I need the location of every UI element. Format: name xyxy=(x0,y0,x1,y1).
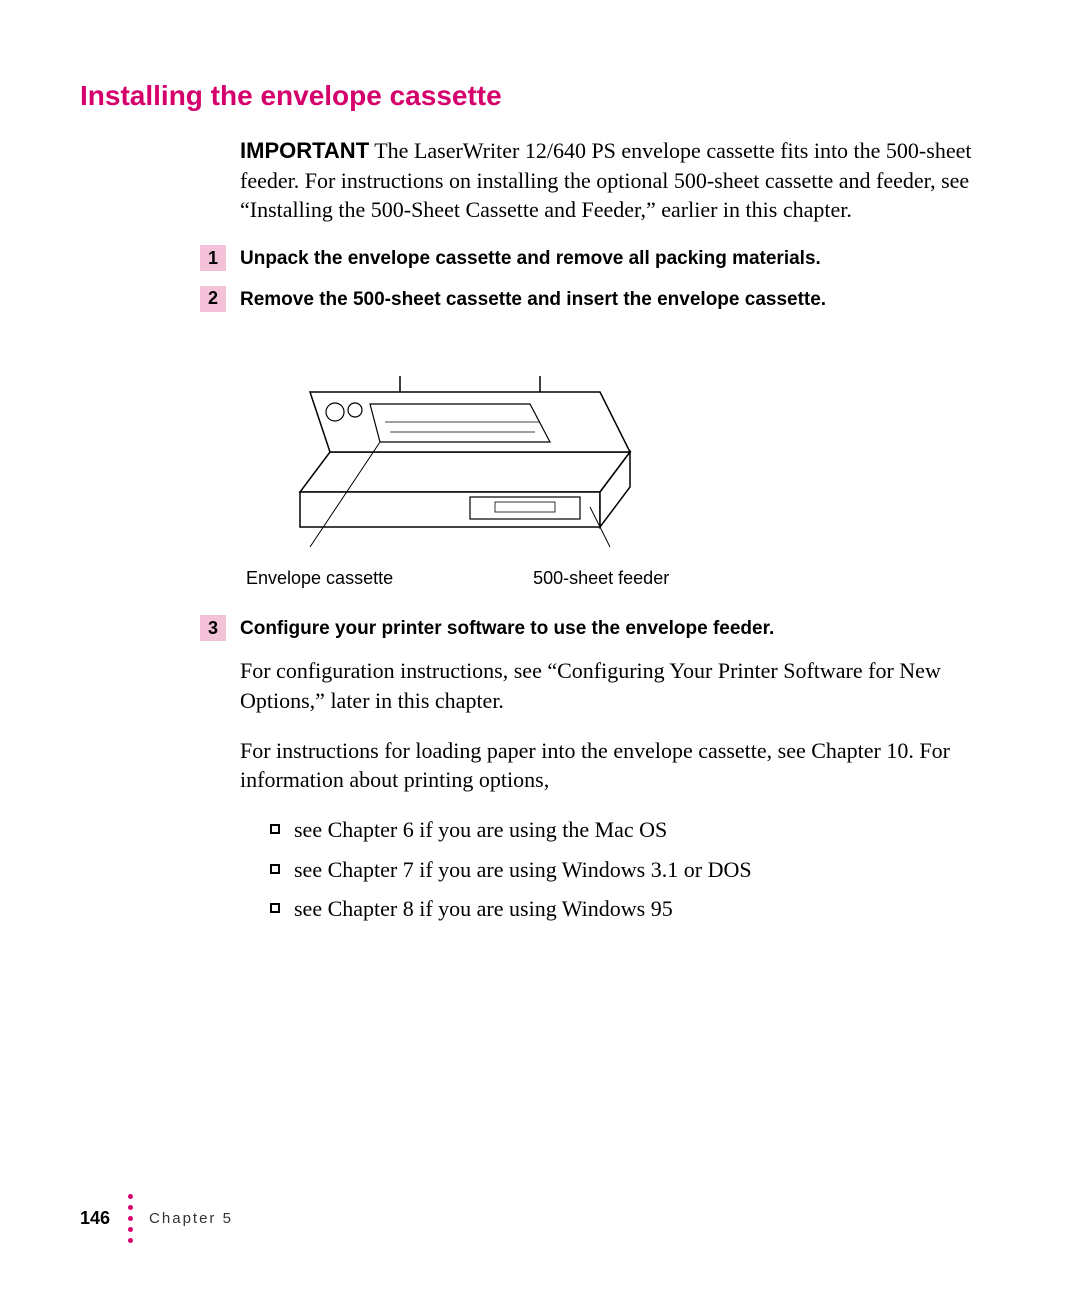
bullet-text: see Chapter 8 if you are using Windows 9… xyxy=(294,894,673,924)
footer-dots-icon xyxy=(128,1191,133,1246)
important-label: IMPORTANT xyxy=(240,138,369,163)
step-number: 2 xyxy=(208,288,218,309)
step-number: 1 xyxy=(208,248,218,269)
step-number-box: 3 xyxy=(200,615,226,641)
figure-label-right: 500-sheet feeder xyxy=(533,568,669,589)
step-row-3: 3 Configure your printer software to use… xyxy=(200,615,1000,642)
figure-envelope-cassette: Envelope cassette 500-sheet feeder xyxy=(240,332,1000,589)
step-number-box: 2 xyxy=(200,286,226,312)
page-footer: 146 Chapter 5 xyxy=(80,1191,233,1246)
step-row-2: 2 Remove the 500-sheet cassette and inse… xyxy=(200,286,1000,313)
intro-paragraph: IMPORTANT The LaserWriter 12/640 PS enve… xyxy=(240,136,1000,225)
step-number: 3 xyxy=(208,618,218,639)
step-text: Remove the 500-sheet cassette and insert… xyxy=(240,286,826,313)
list-item: see Chapter 6 if you are using the Mac O… xyxy=(270,815,1000,845)
bullet-text: see Chapter 6 if you are using the Mac O… xyxy=(294,815,667,845)
chapter-label: Chapter 5 xyxy=(149,1210,233,1227)
figure-labels-row: Envelope cassette 500-sheet feeder xyxy=(246,568,1000,589)
list-item: see Chapter 8 if you are using Windows 9… xyxy=(270,894,1000,924)
page-number: 146 xyxy=(80,1208,110,1229)
section-heading: Installing the envelope cassette xyxy=(80,80,1000,112)
figure-label-left: Envelope cassette xyxy=(246,568,393,589)
step-row-1: 1 Unpack the envelope cassette and remov… xyxy=(200,245,1000,272)
post-step3-block: For configuration instructions, see “Con… xyxy=(240,656,1000,795)
step-text: Configure your printer software to use t… xyxy=(240,615,774,642)
step-text: Unpack the envelope cassette and remove … xyxy=(240,245,821,272)
body-paragraph: For instructions for loading paper into … xyxy=(240,736,1000,795)
body-paragraph: For configuration instructions, see “Con… xyxy=(240,656,1000,715)
intro-block: IMPORTANT The LaserWriter 12/640 PS enve… xyxy=(240,136,1000,225)
square-bullet-icon xyxy=(270,824,280,834)
printer-illustration xyxy=(240,332,660,562)
step-number-box: 1 xyxy=(200,245,226,271)
square-bullet-icon xyxy=(270,903,280,913)
document-page: Installing the envelope cassette IMPORTA… xyxy=(0,0,1080,1296)
bullet-list: see Chapter 6 if you are using the Mac O… xyxy=(270,815,1000,924)
list-item: see Chapter 7 if you are using Windows 3… xyxy=(270,855,1000,885)
square-bullet-icon xyxy=(270,864,280,874)
bullet-text: see Chapter 7 if you are using Windows 3… xyxy=(294,855,752,885)
